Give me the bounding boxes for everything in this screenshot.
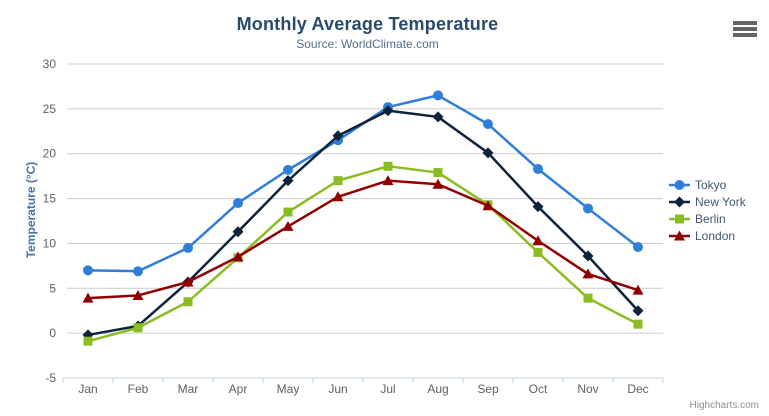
data-point-square[interactable] [633,319,643,329]
legend-marker-square-icon [669,214,690,224]
x-axis-tick-label: Nov [577,382,598,396]
data-point-square[interactable] [283,207,293,217]
data-point-triangle[interactable] [432,178,444,189]
data-point-square[interactable] [583,293,593,303]
data-point-circle[interactable] [283,164,293,175]
data-point-triangle[interactable] [82,292,94,303]
data-point-circle[interactable] [633,242,643,253]
series-line-new-york [86,109,640,337]
hamburger-menu-icon[interactable] [733,21,757,37]
series-line-berlin [86,165,640,343]
data-point-diamond[interactable] [282,175,294,187]
legend-marker-diamond-icon [669,196,690,208]
data-point-circle[interactable] [583,203,593,214]
data-point-triangle[interactable] [382,175,394,186]
data-point-triangle[interactable] [482,200,494,211]
y-axis-tick-label: 20 [43,147,57,161]
x-axis-tick-label: Aug [427,382,448,396]
x-axis-tick-label: Feb [128,382,149,396]
data-point-diamond[interactable] [582,250,594,262]
data-point-triangle[interactable] [232,251,244,262]
x-axis-tick-label: Jan [78,382,97,396]
x-axis-tick-label: Jul [380,382,395,396]
data-point-triangle[interactable] [282,220,294,231]
legend-item-new-york[interactable]: New York [669,195,746,209]
data-point-circle[interactable] [133,266,143,277]
data-point-square[interactable] [383,161,393,171]
data-point-circle[interactable] [83,265,93,276]
y-axis-tick-label: 30 [43,57,57,71]
menu-bar [733,33,757,37]
data-point-triangle[interactable] [582,268,594,279]
y-axis-tick-label: -5 [45,371,56,385]
legend-item-berlin[interactable]: Berlin [669,212,746,226]
legend-marker-triangle-icon [669,230,690,241]
data-point-triangle[interactable] [532,235,544,246]
series-tokyo [83,90,643,277]
x-axis-tick-label: Oct [529,382,548,396]
legend-label-new-york: New York [695,195,746,209]
menu-bar [733,21,757,25]
data-point-diamond[interactable] [482,147,494,159]
data-point-square[interactable] [433,168,443,178]
data-point-circle [674,180,685,190]
data-point-square [675,214,684,224]
x-axis-tick-label: May [277,382,300,396]
data-point-diamond[interactable] [382,105,394,117]
series-line-london [86,179,640,300]
y-axis-tick-label: 25 [43,102,57,116]
x-axis-tick-label: Dec [627,382,648,396]
legend-label-tokyo: Tokyo [695,178,727,192]
legend-marker-circle-icon [669,180,690,190]
data-point-diamond [674,196,685,208]
data-point-circle[interactable] [183,242,193,253]
data-point-circle[interactable] [483,119,493,130]
x-axis-tick-label: Sep [477,382,499,396]
data-point-square[interactable] [533,247,543,257]
data-point-triangle[interactable] [132,289,144,300]
data-point-square[interactable] [333,176,343,186]
data-point-triangle[interactable] [632,284,644,295]
chart-title: Monthly Average Temperature [236,14,499,34]
legend-label-london: London [695,229,736,243]
legend-item-tokyo[interactable]: Tokyo [669,178,746,192]
legend-item-london[interactable]: London [669,229,746,243]
data-point-diamond[interactable] [232,226,244,238]
chart-subtitle: Source: WorldClimate.com [296,37,439,51]
y-axis-tick-label: 15 [43,192,57,206]
data-point-square[interactable] [83,336,93,346]
y-axis-tick-label: 5 [49,281,56,295]
data-point-triangle[interactable] [182,276,194,287]
data-point-square[interactable] [133,323,143,333]
data-point-circle[interactable] [233,198,243,209]
data-point-triangle [674,230,685,241]
series-london [82,175,644,303]
data-point-diamond[interactable] [432,111,444,123]
menu-bar [733,27,757,31]
data-point-diamond[interactable] [332,130,344,142]
data-point-diamond[interactable] [632,305,644,317]
data-point-triangle[interactable] [332,191,344,202]
legend: Tokyo New York Berlin London [669,178,746,243]
data-point-square[interactable] [183,297,193,307]
data-point-circle[interactable] [533,163,543,174]
series-berlin [83,161,643,346]
highcharts-credits-link[interactable]: Highcharts.com [689,400,759,411]
series-line-tokyo [86,94,640,273]
data-point-diamond[interactable] [532,201,544,213]
data-point-circle[interactable] [433,90,443,101]
y-axis-tick-label: 10 [43,236,57,250]
x-axis-tick-label: Apr [229,382,248,396]
x-axis-tick-label: Mar [178,382,199,396]
y-axis-tick-label: 0 [49,326,56,340]
series-new-york [82,105,644,341]
legend-label-berlin: Berlin [695,212,726,226]
x-axis-tick-label: Jun [328,382,347,396]
